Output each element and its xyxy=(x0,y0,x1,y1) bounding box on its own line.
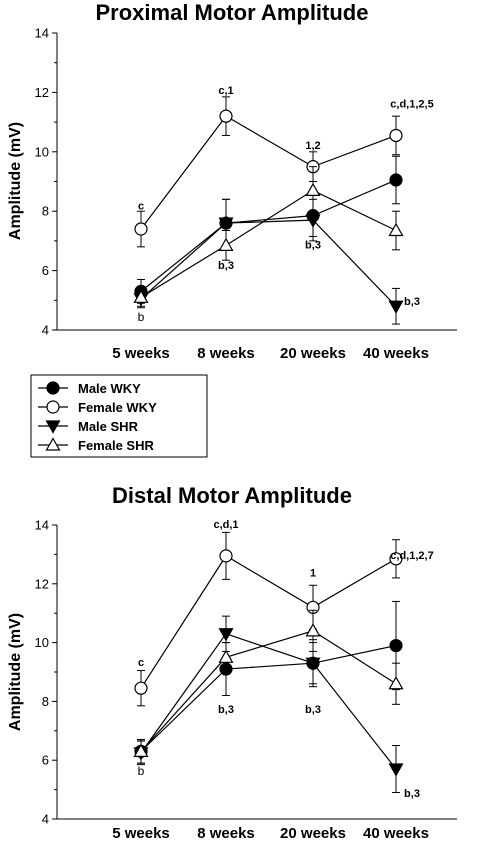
series-line-male-wky xyxy=(140,179,397,292)
data-point-female-wky xyxy=(134,681,148,695)
series-female-wky xyxy=(134,96,403,248)
legend-label-male-shr: Male SHR xyxy=(78,419,139,434)
y-tick-label: 12 xyxy=(35,85,49,100)
legend-label-male-wky: Male WKY xyxy=(78,381,141,396)
data-point-male-shr xyxy=(388,763,404,777)
data-point-female-wky xyxy=(219,549,233,563)
series-line-female-wky xyxy=(140,115,397,230)
data-point-female-shr xyxy=(388,676,404,690)
series-line-male-shr xyxy=(140,219,397,307)
annotation: b,3 xyxy=(404,788,420,800)
annotation: b,3 xyxy=(218,704,234,716)
annotation: c xyxy=(138,201,144,213)
y-tick-label: 4 xyxy=(42,323,49,338)
x-tick-label-40-weeks: 40 weeks xyxy=(363,345,429,362)
chart-panel-2: Distal Motor Amplitude 4 6 8 10 12 14 Amplitude… xyxy=(7,483,457,842)
legend-marker-male-shr xyxy=(45,420,61,434)
data-point-male-wky xyxy=(389,173,403,187)
data-point-male-shr xyxy=(305,657,321,671)
data-point-female-shr xyxy=(388,222,404,237)
data-point-female-shr xyxy=(305,623,321,637)
legend-box xyxy=(30,374,208,458)
legend: Male WKY Female WKY Male SHR Female SHR xyxy=(30,374,208,458)
data-point-female-wky xyxy=(134,222,148,236)
x-tick-label-20-weeks: 20 weeks xyxy=(280,345,346,362)
annotation: c xyxy=(138,657,144,669)
annotation: 1,2 xyxy=(305,140,320,152)
y-tick-label: 6 xyxy=(42,753,49,768)
y-tick-label: 8 xyxy=(42,694,49,709)
legend-marker-female-shr xyxy=(45,437,61,451)
data-point-female-shr xyxy=(133,289,149,303)
y-tick-label: 8 xyxy=(42,204,49,219)
legend-label-female-wky: Female WKY xyxy=(78,400,157,415)
x-tick-label-8-weeks: 8 weeks xyxy=(197,825,255,842)
annotation: b xyxy=(138,310,145,324)
data-point-female-shr xyxy=(133,743,149,757)
y-tick-label: 14 xyxy=(35,518,49,533)
x-tick-label-5-weeks: 5 weeks xyxy=(112,825,170,842)
series-male-wky xyxy=(134,155,403,304)
series-line-female-shr xyxy=(140,189,397,298)
series-female-shr xyxy=(133,166,404,307)
y-tick-label: 4 xyxy=(42,812,49,827)
annotation: b,3 xyxy=(404,296,420,308)
series-line-male-shr xyxy=(140,633,397,770)
y-tick-label: 14 xyxy=(35,26,49,41)
legend-marker-male-wky xyxy=(46,381,60,395)
chart-title: Distal Motor Amplitude xyxy=(112,483,352,508)
series-female-shr xyxy=(133,609,404,764)
annotation: c,d,1 xyxy=(213,519,238,531)
series-line-female-wky xyxy=(140,555,397,689)
series-female-wky xyxy=(134,531,403,707)
x-tick-label-8-weeks: 8 weeks xyxy=(197,345,255,362)
y-tick-label: 12 xyxy=(35,576,49,591)
annotation: b,3 xyxy=(305,704,321,716)
annotation: c,1 xyxy=(218,85,233,97)
y-tick-label: 10 xyxy=(35,144,49,159)
series-male-wky xyxy=(134,600,403,764)
data-point-female-shr xyxy=(305,182,321,197)
annotation: b,3 xyxy=(305,239,321,251)
annotation: 1 xyxy=(310,567,316,579)
data-point-male-shr xyxy=(305,214,321,228)
y-tick-label: 6 xyxy=(42,263,49,278)
chart-panel-1: Proximal Motor Amplitude 4 6 8 10 12 14 Amplitu… xyxy=(7,0,457,362)
x-tick-label-5-weeks: 5 weeks xyxy=(112,345,170,362)
data-point-female-shr xyxy=(218,237,234,251)
legend-marker-female-wky xyxy=(46,400,60,414)
data-point-male-shr xyxy=(388,300,404,314)
data-point-male-wky xyxy=(389,638,403,653)
data-point-female-wky xyxy=(219,109,233,123)
x-tick-label-40-weeks: 40 weeks xyxy=(363,825,429,842)
chart-title: Proximal Motor Amplitude xyxy=(96,0,369,25)
data-point-male-shr xyxy=(218,217,234,231)
data-point-male-shr xyxy=(218,628,234,642)
y-tick-label: 10 xyxy=(35,635,49,650)
data-point-female-wky xyxy=(389,128,403,143)
legend-label-female-shr: Female SHR xyxy=(78,438,154,453)
annotation: c,d,1,2,5 xyxy=(390,98,433,110)
y-axis-label: Amplitude (mV) xyxy=(7,122,24,240)
series-line-male-wky xyxy=(140,644,397,752)
data-point-female-wky xyxy=(389,552,403,566)
series-male-shr xyxy=(133,615,404,794)
x-tick-label-20-weeks: 20 weeks xyxy=(280,825,346,842)
annotation: c,d,1,2,7 xyxy=(390,550,433,562)
annotation: b xyxy=(138,764,145,778)
data-point-female-shr xyxy=(218,649,234,663)
annotation: b,3 xyxy=(218,260,234,272)
series-line-female-shr xyxy=(140,630,397,752)
y-axis-label: Amplitude (mV) xyxy=(7,613,24,731)
